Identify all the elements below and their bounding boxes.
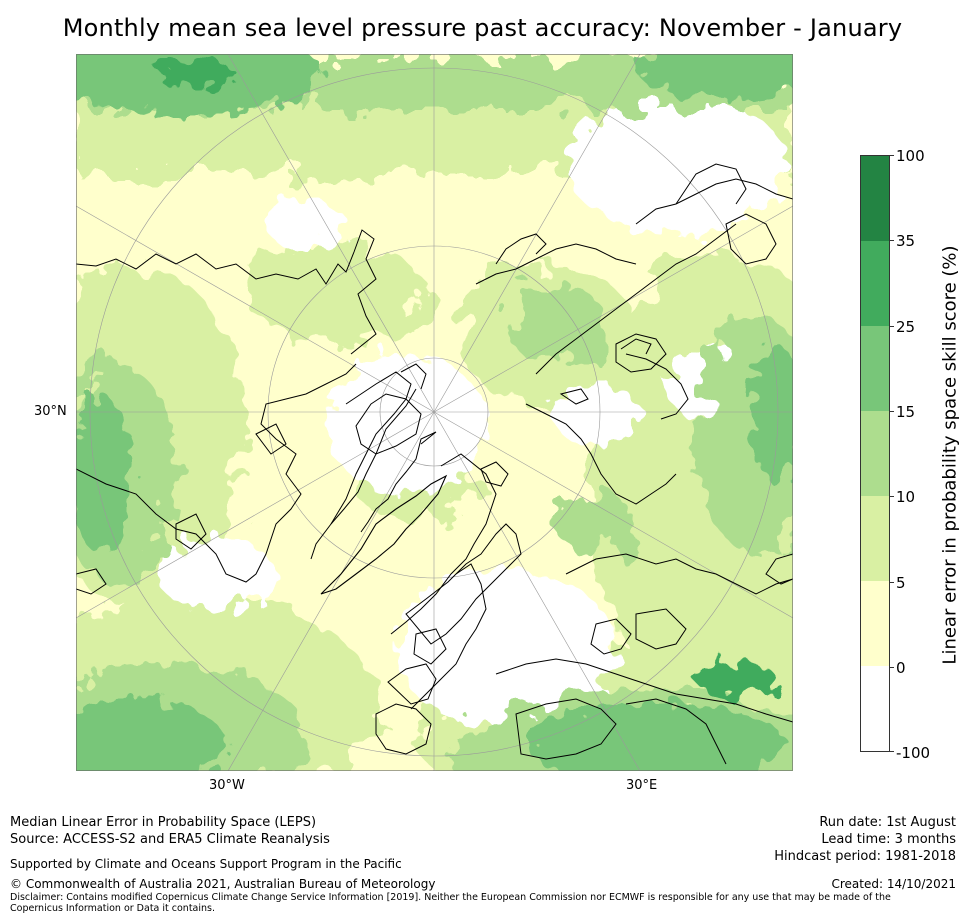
colorbar-bin-10-15 bbox=[861, 411, 889, 496]
footer-left: Median Linear Error in Probability Space… bbox=[10, 814, 330, 848]
polar-map bbox=[76, 54, 793, 771]
colorbar-bin-5-10 bbox=[861, 496, 889, 581]
colorbar-bin-15-25 bbox=[861, 326, 889, 411]
page-title: Monthly mean sea level pressure past acc… bbox=[62, 14, 903, 42]
copyright: © Commonwealth of Australia 2021, Austra… bbox=[10, 877, 436, 891]
lon-label-30w: 30°W bbox=[209, 778, 245, 793]
colorbar-bin-neg100-0 bbox=[861, 666, 889, 751]
colorbar-tick-15: 15 bbox=[896, 403, 916, 421]
skill-field-dark-green bbox=[156, 60, 776, 697]
colorbar-tick-35: 35 bbox=[896, 232, 916, 250]
colorbar-tick-100: 100 bbox=[896, 147, 925, 165]
lat-label-30n: 30°N bbox=[34, 404, 67, 419]
support-note: Supported by Climate and Oceans Support … bbox=[10, 857, 402, 871]
colorbar-tick-5: 5 bbox=[896, 574, 906, 592]
map-svg bbox=[76, 54, 793, 771]
run-date: Run date: 1st August bbox=[819, 815, 956, 830]
footer-right: Run date: 1st August Lead time: 3 months… bbox=[774, 814, 956, 865]
colorbar-tick-mark bbox=[890, 326, 894, 327]
coastlines bbox=[76, 163, 793, 765]
hindcast-period: Hindcast period: 1981-2018 bbox=[774, 849, 956, 864]
colorbar-tick-10: 10 bbox=[896, 488, 916, 506]
colorbar-tick-mark bbox=[890, 240, 894, 241]
graticule bbox=[76, 54, 793, 771]
leps-description: Median Linear Error in Probability Space… bbox=[10, 815, 317, 830]
disclaimer: Disclaimer: Contains modified Copernicus… bbox=[10, 892, 891, 914]
colorbar-tick-mark bbox=[890, 751, 894, 752]
data-source: Source: ACCESS-S2 and ERA5 Climate Reana… bbox=[10, 832, 330, 847]
colorbar-label: Linear error in probability space skill … bbox=[939, 245, 961, 665]
colorbar-tick-neg100: -100 bbox=[896, 744, 931, 762]
created-date: Created: 14/10/2021 bbox=[831, 877, 956, 891]
colorbar-tick-mark bbox=[890, 155, 894, 156]
colorbar bbox=[860, 155, 890, 752]
colorbar-bin-35-100 bbox=[861, 156, 889, 241]
colorbar-tick-mark bbox=[890, 411, 894, 412]
colorbar-tick-mark bbox=[890, 582, 894, 583]
colorbar-tick-mark bbox=[890, 667, 894, 668]
colorbar-tick-25: 25 bbox=[896, 318, 916, 336]
colorbar-bin-0-5 bbox=[861, 581, 889, 666]
colorbar-bin-25-35 bbox=[861, 241, 889, 326]
colorbar-tick-0: 0 bbox=[896, 659, 906, 677]
colorbar-tick-mark bbox=[890, 496, 894, 497]
lead-time: Lead time: 3 months bbox=[821, 832, 956, 847]
lon-label-30e: 30°E bbox=[626, 778, 658, 793]
